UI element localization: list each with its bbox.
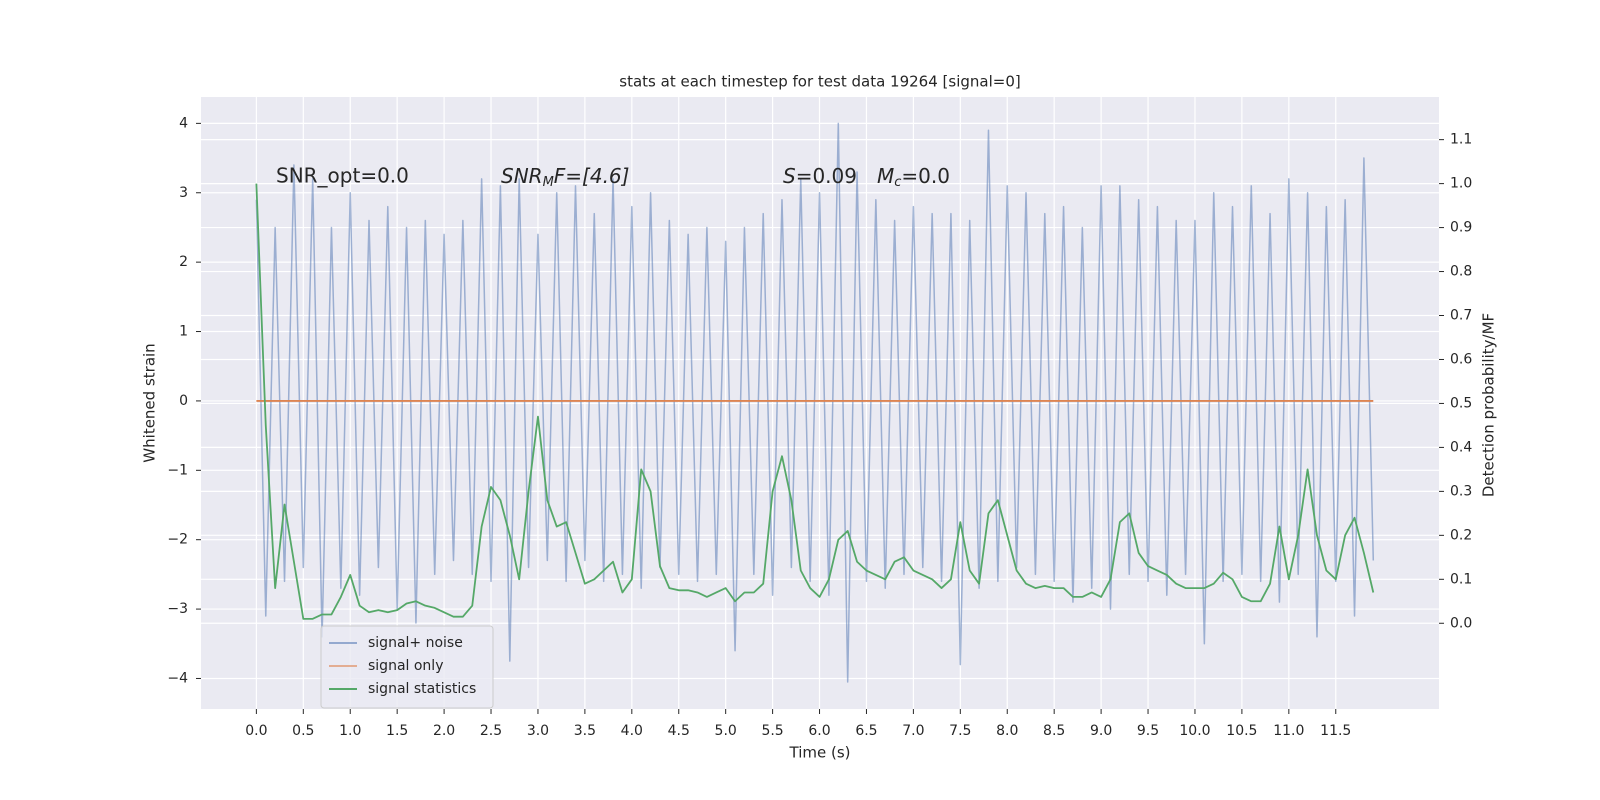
y2-tick-label: 1.0 [1450,176,1472,192]
y-tick-label: 1 [179,324,188,340]
x-tick-label: 0.0 [245,723,267,739]
y2-tick-label: 0.9 [1450,220,1472,236]
marks [255,122,1375,683]
series-line [255,122,1375,683]
x-tick-label: 8.0 [996,723,1018,739]
y-tick-label: 2 [179,254,188,270]
x-tick-label: 2.0 [433,723,455,739]
annotation-part: =0.0 [901,164,950,188]
x-tick-label: 11.5 [1320,723,1351,739]
y-tick-label: −3 [167,601,188,617]
x-tick-label: 9.0 [1090,723,1112,739]
y2-axis-label: Detection probability/MF [1480,313,1498,497]
y2-tick-label: 0.6 [1450,351,1472,367]
y2-tick-label: 0.5 [1450,395,1472,411]
y2-tick-label: 0.2 [1450,527,1472,543]
annotation-part: SNR [501,164,543,188]
x-axis-label: Time (s) [789,744,851,762]
y2-tick-label: 0.4 [1450,439,1472,455]
annotation-part: M [543,175,554,190]
y2-tick-label: 0.1 [1450,571,1472,587]
annotation-part: M [877,164,894,188]
y-tick-label: 3 [179,185,188,201]
x-tick-label: 9.5 [1137,723,1159,739]
x-tick-label: 10.5 [1226,723,1257,739]
annotation-part: S [783,164,796,188]
x-tick-label: 4.0 [621,723,643,739]
x-tick-label: 1.0 [339,723,361,739]
y-tick-label: −2 [167,532,188,548]
x-tick-label: 11.0 [1273,723,1304,739]
x-tick-label: 6.5 [855,723,877,739]
series-line [255,183,1375,620]
y-axis-label: Whitened strain [141,343,159,462]
annotation-part: F=[4.6] [554,164,630,188]
y2-tick-label: 0.8 [1450,264,1472,280]
grid: 0.0 0.5 1.0 1.5 2.0 2.5 3.0 3.5 4.0 4.5 5.0 5.5 6.0 6… [167,97,1472,739]
legend-box [320,625,494,709]
x-tick-label: 5.0 [715,723,737,739]
annotation-part: =0.09 [796,164,857,188]
y-tick-label: −4 [167,670,188,686]
y2-tick-label: 0.3 [1450,483,1472,499]
x-tick-label: 6.0 [808,723,830,739]
annotation: S=0.09 Mc=0.0 [783,164,950,190]
x-tick-label: 2.5 [480,723,502,739]
x-tick-label: 7.5 [949,723,971,739]
legend-label: signal+ noise [368,635,463,651]
x-tick-label: 7.0 [902,723,924,739]
y-tick-label: 0 [179,393,188,409]
y2-tick-label: 1.1 [1450,132,1472,148]
x-tick-label: 3.0 [527,723,549,739]
x-tick-label: 5.5 [761,723,783,739]
y-tick-label: −1 [167,462,188,478]
x-tick-label: 0.5 [292,723,314,739]
x-tick-label: 8.5 [1043,723,1065,739]
annotation-part: c [894,175,901,190]
x-tick-label: 3.5 [574,723,596,739]
legend-label: signal statistics [368,681,476,697]
legend-label: signal only [368,658,443,674]
x-tick-label: 4.5 [668,723,690,739]
chart-title: stats at each timestep for test data 192… [619,73,1020,91]
x-tick-label: 10.0 [1179,723,1210,739]
y-tick-label: 4 [179,115,188,131]
legend: signal+ noise signal only signal statistic… [320,625,494,709]
annotation: SNR_opt=0.0 [276,164,409,188]
y2-tick-label: 0.0 [1450,615,1472,631]
annotation: SNRMF=[4.6] [501,164,629,190]
y2-tick-label: 0.7 [1450,308,1472,324]
x-tick-label: 1.5 [386,723,408,739]
